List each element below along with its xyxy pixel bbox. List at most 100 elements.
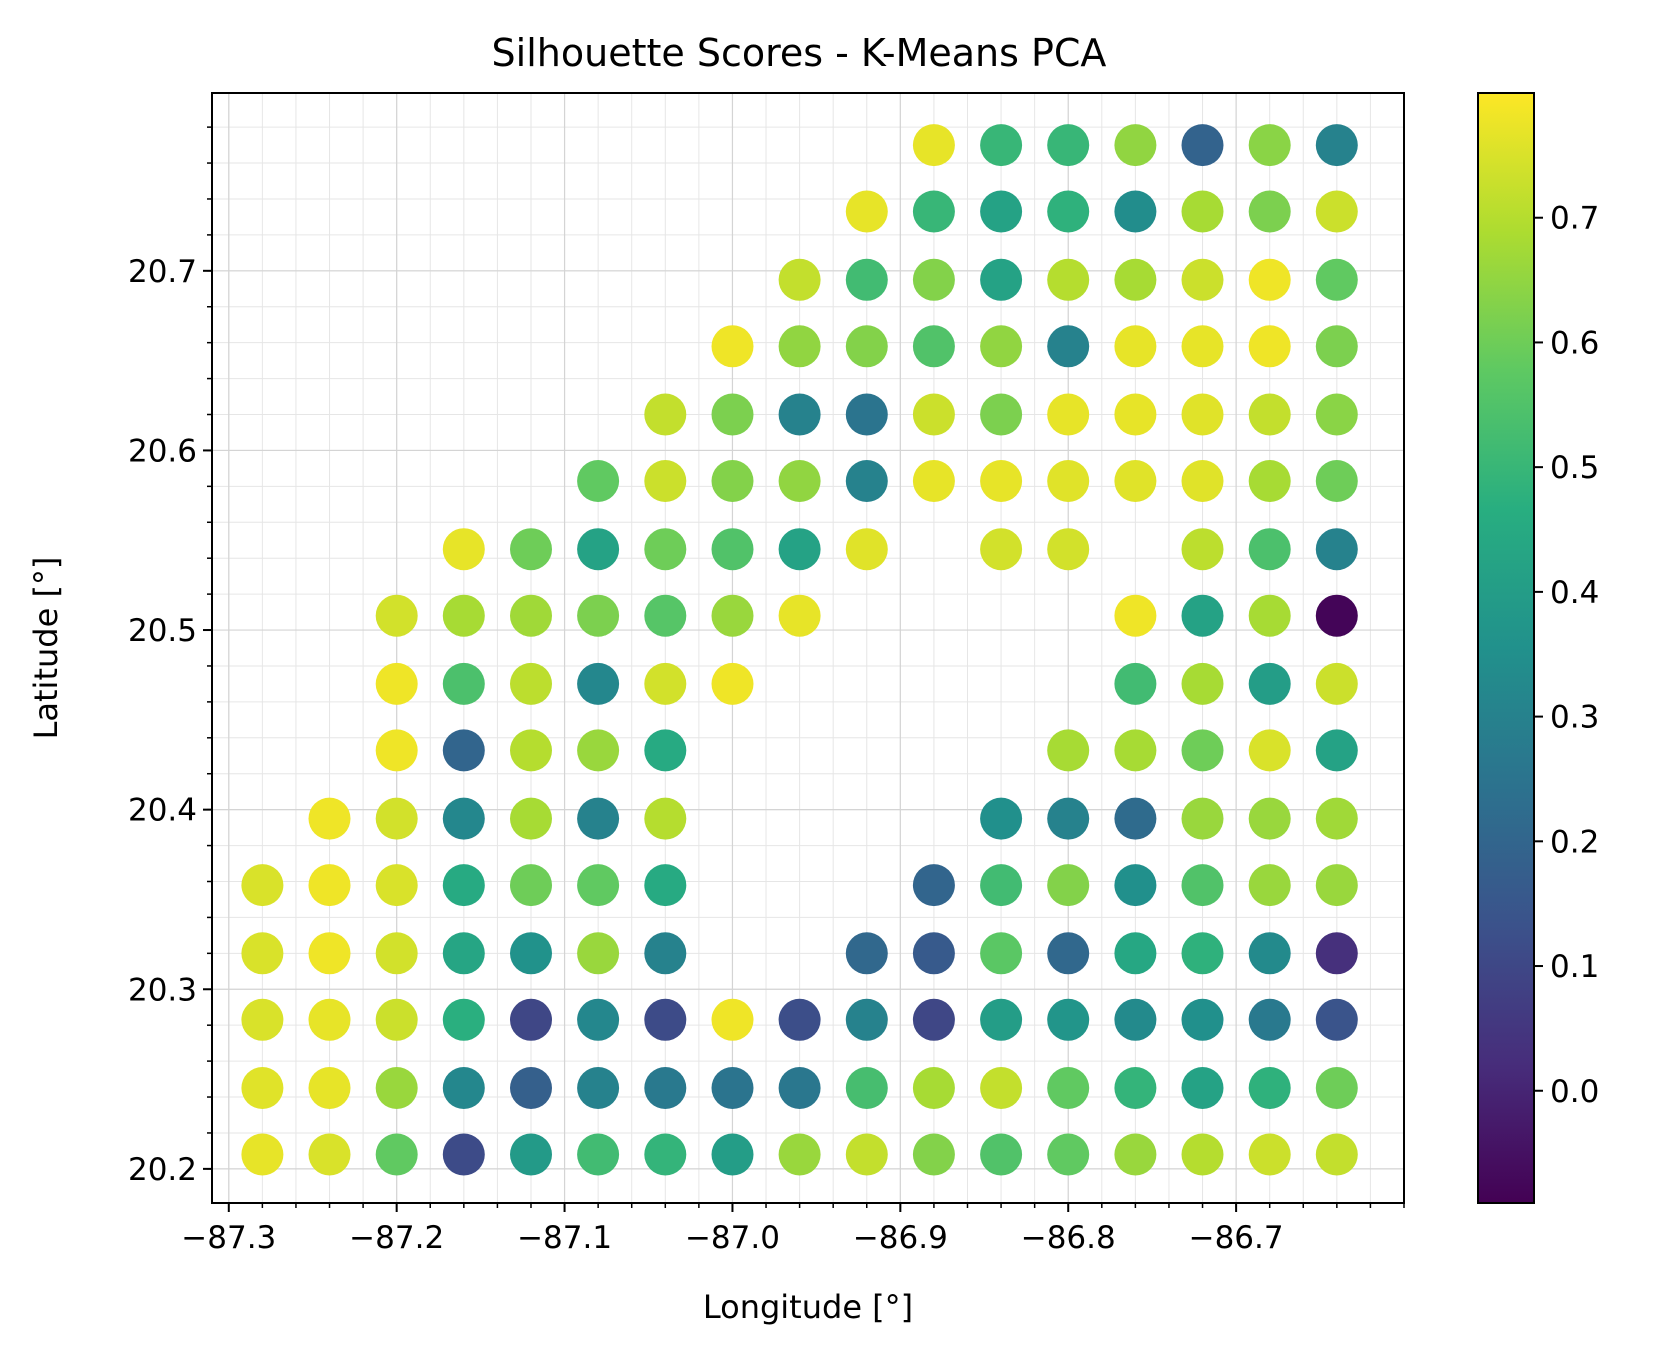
data-point: [1315, 1133, 1358, 1176]
data-point: [1047, 998, 1090, 1041]
data-point: [241, 932, 284, 975]
data-point: [510, 662, 552, 705]
data-point: [980, 393, 1023, 436]
data-point: [375, 864, 418, 907]
data-point: [1315, 393, 1358, 436]
data-point: [845, 932, 888, 975]
data-point: [1248, 864, 1291, 907]
data-point: [577, 932, 620, 975]
data-point: [510, 797, 552, 840]
data-point: [711, 662, 754, 705]
y-tick-label: 20.3: [128, 972, 197, 1008]
data-point: [1047, 932, 1090, 975]
data-point: [1248, 662, 1291, 705]
data-point: [912, 932, 955, 975]
data-point: [1181, 190, 1224, 233]
data-point: [1248, 258, 1291, 301]
data-point: [1315, 998, 1358, 1041]
data-point: [375, 1133, 418, 1176]
data-point: [711, 528, 754, 571]
data-point: [442, 662, 485, 705]
data-point: [711, 393, 754, 436]
data-point: [644, 1133, 687, 1176]
data-point: [375, 932, 418, 975]
data-point: [577, 729, 620, 772]
data-point: [1047, 393, 1090, 436]
data-point: [644, 998, 687, 1041]
data-point: [375, 662, 418, 705]
x-tick-label: −87.0: [685, 1220, 780, 1256]
data-point: [1181, 124, 1224, 167]
data-point: [1315, 528, 1358, 571]
data-point: [510, 1133, 552, 1176]
data-point: [644, 864, 687, 907]
data-point: [845, 528, 888, 571]
data-point: [980, 528, 1023, 571]
data-point: [1047, 460, 1090, 502]
colorbar-tick-label: 0.0: [1550, 1074, 1599, 1110]
data-point: [510, 594, 552, 637]
data-point: [1047, 729, 1090, 772]
colorbar-tick-label: 0.1: [1550, 949, 1599, 985]
data-point: [308, 1133, 351, 1176]
data-point: [711, 1133, 754, 1176]
data-point: [1047, 864, 1090, 907]
data-point: [912, 393, 955, 436]
data-point: [1248, 1067, 1291, 1109]
data-point: [1114, 325, 1157, 368]
data-point: [980, 932, 1023, 975]
colorbar-tick-label: 0.7: [1550, 201, 1599, 237]
data-point: [778, 594, 821, 637]
data-point: [1114, 1133, 1157, 1176]
data-point: [1181, 729, 1224, 772]
y-tick-label: 20.4: [128, 793, 197, 829]
data-point: [845, 998, 888, 1041]
data-point: [845, 1067, 888, 1109]
data-point: [912, 258, 955, 301]
data-point: [510, 998, 552, 1041]
data-point: [778, 325, 821, 368]
data-point: [1181, 662, 1224, 705]
data-point: [644, 1067, 687, 1109]
x-tick-label: −86.9: [853, 1220, 948, 1256]
data-point: [644, 662, 687, 705]
data-point: [1248, 124, 1291, 167]
data-point: [644, 594, 687, 637]
y-tick-label: 20.5: [128, 613, 197, 649]
data-point: [1181, 1133, 1224, 1176]
chart-title: Silhouette Scores - K-Means PCA: [492, 31, 1107, 75]
data-point: [1114, 729, 1157, 772]
y-tick-label: 20.7: [128, 254, 197, 290]
data-point: [1248, 393, 1291, 436]
axes: −87.3 −87.2 −87.1 −87.0 −86.9 −86.8 −86.7 20.2 2…: [128, 126, 1405, 1256]
data-point: [778, 998, 821, 1041]
data-point: [980, 124, 1023, 167]
data-point: [241, 1067, 284, 1109]
data-point: [1181, 460, 1224, 502]
data-point: [1047, 1067, 1090, 1109]
data-point: [845, 325, 888, 368]
colorbar-tick-label: 0.5: [1550, 450, 1599, 486]
data-point: [510, 729, 552, 772]
data-point: [980, 190, 1023, 233]
data-point: [1114, 797, 1157, 840]
data-point: [644, 729, 687, 772]
data-point: [711, 460, 754, 502]
data-point: [1181, 393, 1224, 436]
data-point: [442, 998, 485, 1041]
data-point: [1248, 729, 1291, 772]
data-point: [1248, 594, 1291, 637]
data-point: [241, 1133, 284, 1176]
data-point: [1315, 325, 1358, 368]
data-point: [912, 190, 955, 233]
data-point: [1315, 729, 1358, 772]
data-point: [1114, 932, 1157, 975]
data-point: [778, 460, 821, 502]
data-point: [1315, 662, 1358, 705]
data-point: [980, 460, 1023, 502]
data-point: [980, 864, 1023, 907]
data-point: [644, 797, 687, 840]
data-point: [442, 864, 485, 907]
colorbar-ticks: 0.0 0.1 0.2 0.3 0.4 0.5 0.6 0.7: [1534, 201, 1599, 1110]
